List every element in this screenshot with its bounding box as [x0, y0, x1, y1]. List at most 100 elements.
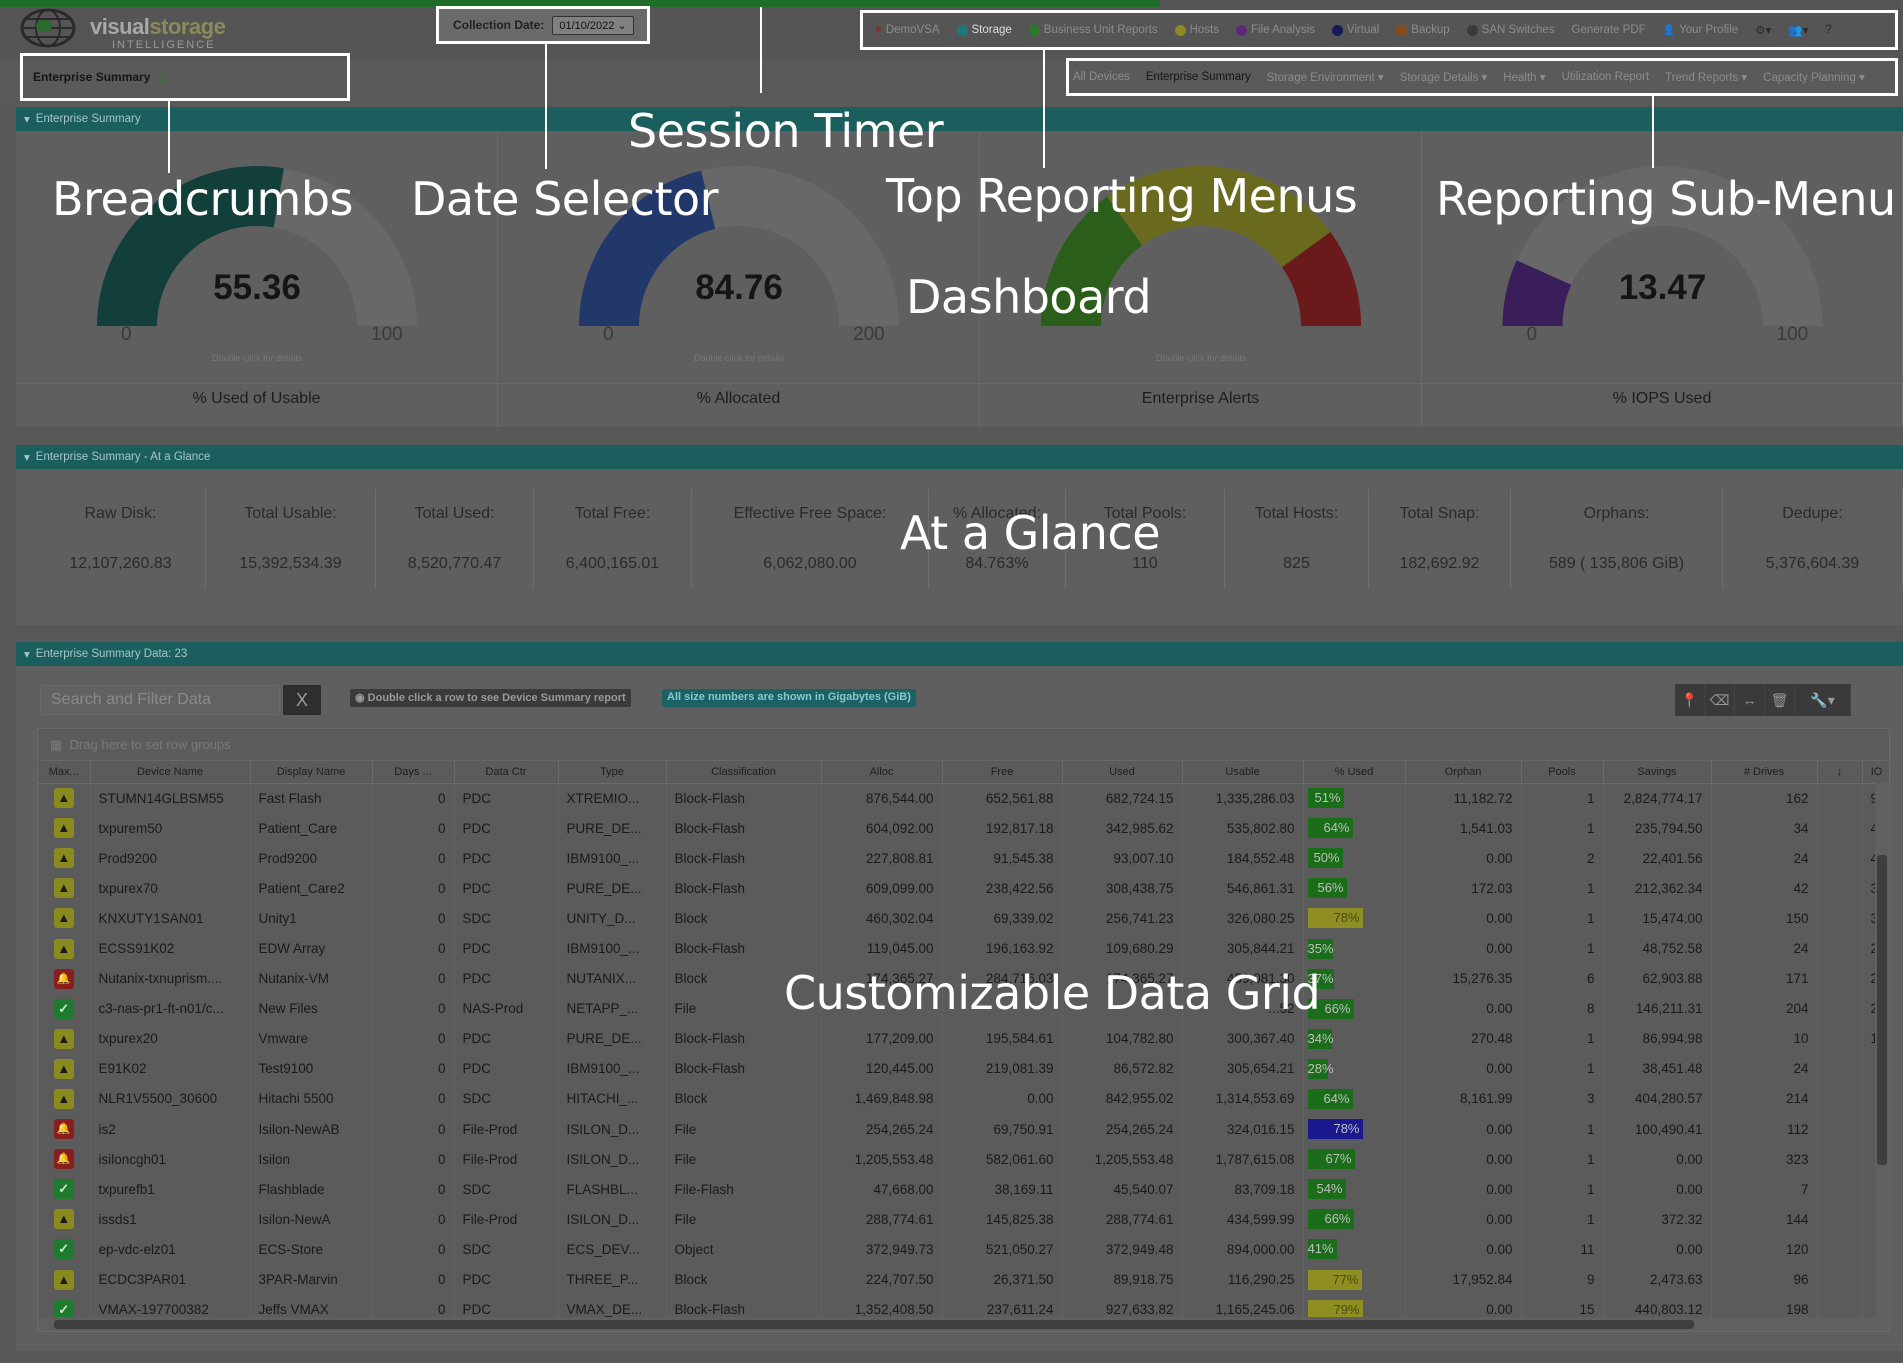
cell-disp: EDW Array [250, 933, 373, 964]
cell-spacer [1817, 1144, 1863, 1175]
clear-search-button[interactable]: X [283, 685, 321, 715]
gauge-3[interactable]: Double click for details Enterprise Alert… [980, 131, 1422, 427]
column-header[interactable]: Device Name [90, 761, 251, 784]
table-row[interactable]: 🔔 Nutanix-txnuprism.... Nutanix-VM 0 PDC NUTA… [38, 963, 1889, 994]
top-menu-item-demovsa[interactable]: ♥ DemoVSA [875, 24, 940, 36]
search-input[interactable]: Search and Filter Data [40, 685, 280, 715]
sub-menu-item-utilization-report[interactable]: Utilization Report [1561, 71, 1650, 83]
cell-dev: ep-vdc-elz01 [90, 1234, 251, 1265]
table-row[interactable]: 🔔 isiloncgh01 Isilon 0 File-Prod ISILON_D... F… [38, 1144, 1889, 1175]
sort-arrow-icon[interactable]: ↓ [1817, 761, 1863, 784]
top-menu-item-storage[interactable]: Storage [956, 24, 1012, 36]
scroll-thumb[interactable] [54, 1320, 1694, 1329]
collection-date-dropdown[interactable]: 01/10/2022 ⌄ [552, 15, 634, 35]
top-menu-item-virtual[interactable]: Virtual [1331, 24, 1379, 36]
column-header[interactable]: Free [942, 761, 1063, 784]
table-row[interactable]: ▲ issds1 Isilon-NewA 0 File-Prod ISILON_D... F… [38, 1204, 1889, 1235]
cell-dc: File-Prod [454, 1114, 559, 1145]
gear-icon[interactable]: ⚙▾ [1755, 25, 1772, 37]
row-group-drop-zone[interactable]: ▦ Drag here to set row groups [38, 729, 1889, 761]
top-menu-item-san-switches[interactable]: SAN Switches [1466, 24, 1555, 36]
sub-menu-item-health[interactable]: Health ▾ [1503, 72, 1546, 84]
top-menu-item-your-profile[interactable]: 👤 Your Profile [1663, 24, 1738, 36]
usage-bar: 34% [1307, 1028, 1334, 1049]
vertical-scrollbar[interactable] [1875, 783, 1889, 1319]
status-cell: 🔔 [38, 1114, 91, 1145]
column-header[interactable]: Savings [1603, 761, 1712, 784]
section-header-data[interactable]: ▾ Enterprise Summary Data: 23 [16, 642, 1903, 666]
usage-bar: 78% [1307, 1119, 1363, 1140]
section-header-summary[interactable]: ▾ Enterprise Summary [16, 107, 1903, 131]
warning-icon: ▲ [53, 1028, 74, 1049]
sub-menu-item-storage-details[interactable]: Storage Details ▾ [1399, 72, 1488, 84]
breadcrumb-current[interactable]: Enterprise Summary [33, 70, 151, 84]
table-row[interactable]: ▲ txpurem50 Patient_Care 0 PDC PURE_DE... Bloc… [38, 813, 1889, 844]
column-header[interactable]: IO [1862, 761, 1889, 784]
cell-days: 0 [372, 1083, 455, 1115]
table-row[interactable]: ▲ Prod9200 Prod9200 0 PDC IBM9100_... Block-Fl… [38, 843, 1889, 874]
horizontal-scrollbar[interactable] [38, 1317, 1889, 1331]
top-menu-item-business-unit-reports[interactable]: Business Unit Reports [1028, 24, 1158, 36]
cell-days: 0 [372, 933, 455, 964]
favorite-star-icon[interactable]: ☆ [156, 69, 170, 86]
column-header[interactable]: Usable [1182, 761, 1304, 784]
cell-drives: 323 [1711, 1144, 1818, 1175]
glance-stat: Total Used: 8,520,770.47 [376, 489, 534, 589]
column-header[interactable]: % Used [1303, 761, 1406, 784]
sub-menu-item-enterprise-summary[interactable]: Enterprise Summary [1145, 71, 1251, 83]
eraser-icon[interactable]: ⌫ [1705, 684, 1735, 716]
app-logo[interactable]: visualstorage INTELLIGENCE [20, 8, 226, 52]
table-row[interactable]: ✓ ep-vdc-elz01 ECS-Store 0 SDC ECS_DEV... Obje… [38, 1234, 1889, 1265]
top-menu-item-file-analysis[interactable]: File Analysis [1235, 24, 1315, 36]
top-menu-item-backup[interactable]: Backup [1396, 24, 1450, 36]
cell-pct-used: 54% [1303, 1174, 1406, 1205]
help-icon[interactable]: ? [1825, 24, 1832, 36]
section-header-glance[interactable]: ▾ Enterprise Summary - At a Glance [16, 445, 1903, 469]
column-header[interactable]: # Drives [1711, 761, 1818, 784]
cell-dc: PDC [454, 783, 559, 814]
column-header[interactable]: Pools [1521, 761, 1604, 784]
sub-menu-item-all-devices[interactable]: All Devices [1073, 71, 1130, 83]
table-row[interactable]: ▲ ECDC3PAR01 3PAR-Marvin 0 PDC THREE_P... Bloc… [38, 1264, 1889, 1295]
column-header[interactable]: Used [1062, 761, 1183, 784]
sub-menu-item-capacity-planning[interactable]: Capacity Planning ▾ [1763, 72, 1865, 84]
table-row[interactable]: ▲ E91K02 Test9100 0 PDC IBM9100_... Block-Flas… [38, 1053, 1889, 1084]
scroll-thumb[interactable] [1877, 855, 1887, 1165]
column-header[interactable]: Data Ctr [454, 761, 559, 784]
cell-pools: 1 [1521, 1204, 1604, 1235]
sub-menu-item-storage-environment[interactable]: Storage Environment ▾ [1266, 72, 1384, 84]
column-header[interactable]: Orphan [1405, 761, 1522, 784]
table-row[interactable]: ✓ c3-nas-pr1-ft-n01/c... New Files 0 NAS-Pro… [38, 993, 1889, 1024]
user-admin-icon[interactable]: 👥▾ [1788, 25, 1809, 37]
cell-drives: 10 [1711, 1023, 1818, 1054]
table-row[interactable]: ✓ txpurefb1 Flashblade 0 SDC FLASHBL... File-F… [38, 1174, 1889, 1205]
table-row[interactable]: ▲ NLR1V5500_30600 Hitachi 5500 0 SDC HITACHI_… [38, 1083, 1889, 1115]
column-header[interactable]: Days ... [372, 761, 455, 784]
table-row[interactable]: ▲ txpurex20 Vmware 0 PDC PURE_DE... Block-Flas… [38, 1023, 1889, 1054]
cell-usable: 459,081.30 [1182, 963, 1304, 994]
wrench-menu-icon[interactable]: 🔧▾ [1795, 684, 1851, 716]
trash-icon[interactable]: 🗑 [1765, 684, 1795, 716]
callout-connector [1043, 50, 1045, 168]
column-header[interactable]: Max... [38, 761, 91, 784]
glance-label: Total Hosts: [1254, 505, 1339, 522]
sub-menu-item-trend-reports[interactable]: Trend Reports ▾ [1665, 72, 1748, 84]
gauge-arc [1041, 166, 1361, 326]
column-header[interactable]: Classification [666, 761, 822, 784]
top-menu-item-hosts[interactable]: Hosts [1174, 24, 1219, 36]
table-row[interactable]: 🔔 is2 Isilon-NewAB 0 File-Prod ISILON_D... Fil… [38, 1114, 1889, 1145]
table-row[interactable]: ▲ STUMN14GLBSM55 Fast Flash 0 PDC XTREMIO... B… [38, 783, 1889, 814]
warning-icon: ▲ [53, 848, 74, 869]
table-row[interactable]: ▲ KNXUTY1SAN01 Unity1 0 SDC UNITY_D... Block 46… [38, 903, 1889, 934]
table-row[interactable]: ▲ txpurex70 Patient_Care2 0 PDC PURE_DE... Blo… [38, 873, 1889, 904]
gauge-2[interactable]: 84.76 0 200 Double click for details % Alloc… [498, 131, 980, 427]
table-row[interactable]: ▲ ECSS91K02 EDW Array 0 PDC IBM9100_... Block-… [38, 933, 1889, 964]
column-header[interactable]: Display Name [250, 761, 373, 784]
column-header[interactable]: Alloc [821, 761, 943, 784]
gauge-1[interactable]: 55.36 0 100 Double click for details % Used … [16, 131, 498, 427]
pin-icon[interactable]: 📍 [1675, 684, 1705, 716]
cell-days: 0 [372, 1023, 455, 1054]
column-header[interactable]: Type [558, 761, 667, 784]
top-menu-item-generate-pdf[interactable]: Generate PDF [1572, 24, 1646, 36]
resize-columns-icon[interactable]: ↔ [1735, 684, 1765, 716]
